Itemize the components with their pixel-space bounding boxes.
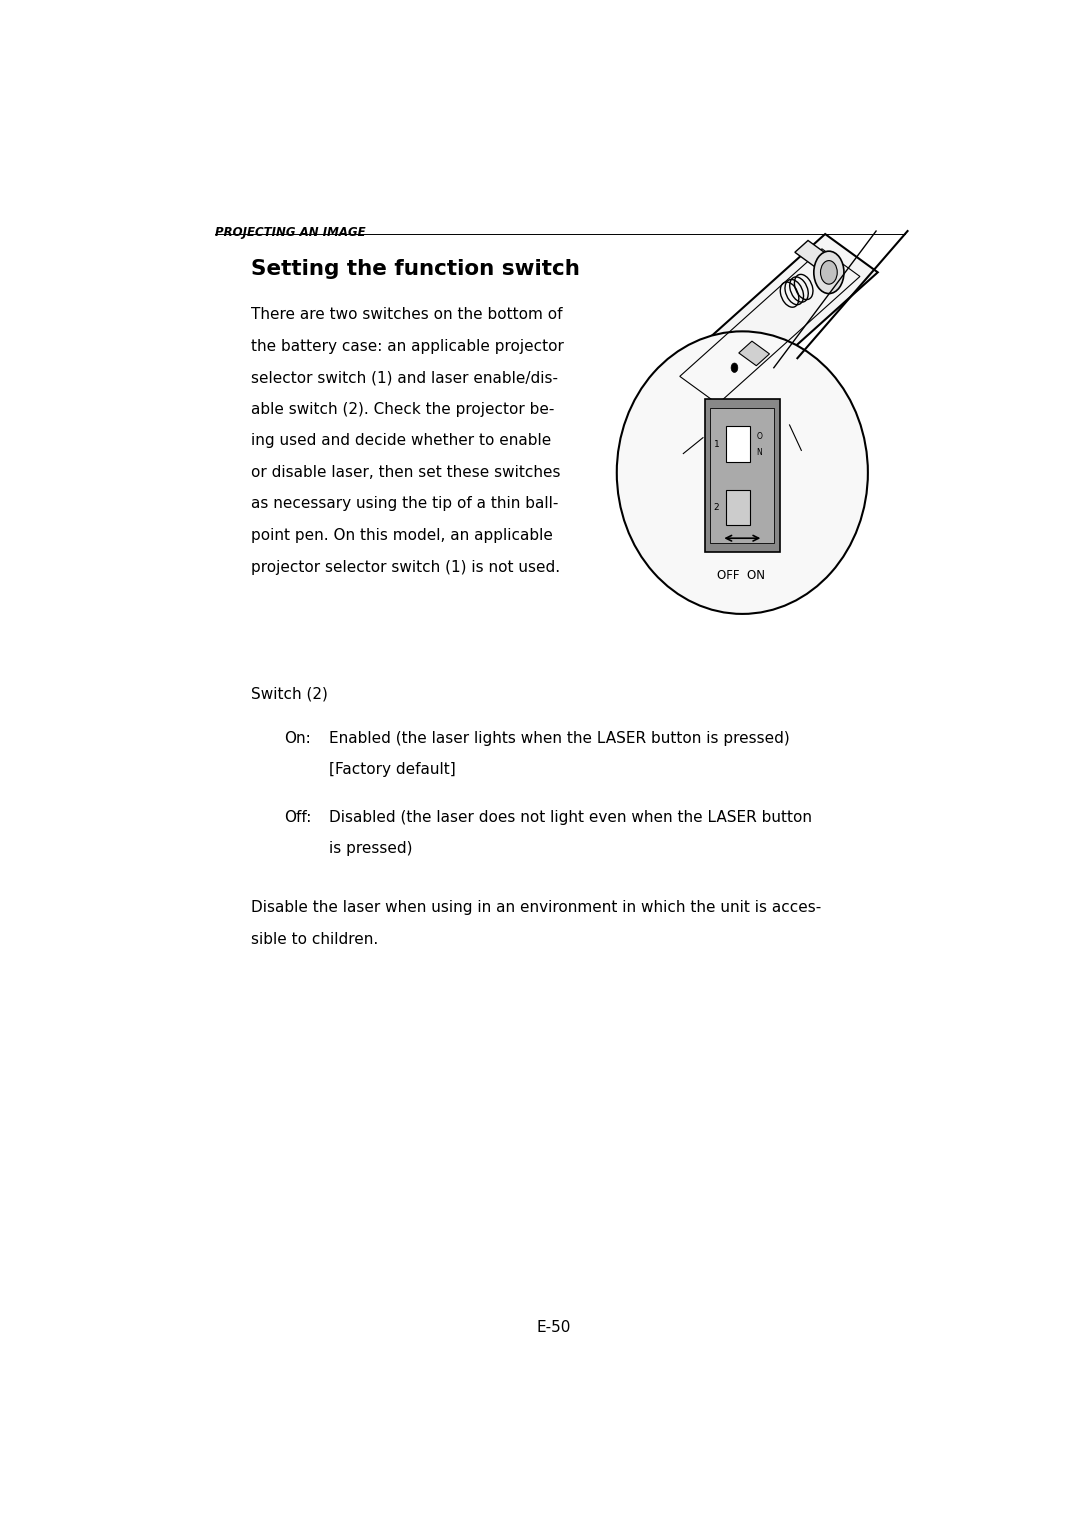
Text: PROJECTING AN IMAGE: PROJECTING AN IMAGE (215, 226, 365, 239)
Text: 1: 1 (714, 439, 719, 448)
Text: Enabled (the laser lights when the LASER button is pressed): Enabled (the laser lights when the LASER… (329, 731, 789, 746)
Text: OFF  ON: OFF ON (717, 569, 766, 583)
Text: or disable laser, then set these switches: or disable laser, then set these switche… (251, 465, 561, 480)
Ellipse shape (617, 332, 868, 615)
Text: Switch (2): Switch (2) (251, 687, 327, 702)
FancyBboxPatch shape (711, 408, 774, 543)
Text: N: N (757, 448, 762, 457)
Circle shape (821, 260, 837, 284)
Text: ing used and decide whether to enable: ing used and decide whether to enable (251, 433, 551, 448)
Text: sible to children.: sible to children. (251, 931, 378, 946)
Text: There are two switches on the bottom of: There are two switches on the bottom of (251, 307, 562, 323)
Circle shape (814, 251, 843, 294)
Text: the battery case: an applicable projector: the battery case: an applicable projecto… (251, 338, 564, 353)
Text: is pressed): is pressed) (329, 841, 413, 856)
Text: selector switch (1) and laser enable/dis-: selector switch (1) and laser enable/dis… (251, 370, 557, 385)
FancyBboxPatch shape (727, 489, 750, 526)
Polygon shape (739, 341, 769, 365)
Text: Disabled (the laser does not light even when the LASER button: Disabled (the laser does not light even … (329, 809, 812, 824)
FancyBboxPatch shape (704, 399, 780, 552)
Text: Off:: Off: (284, 809, 311, 824)
Text: E-50: E-50 (537, 1320, 570, 1335)
Text: On:: On: (284, 731, 311, 746)
Text: able switch (2). Check the projector be-: able switch (2). Check the projector be- (251, 402, 554, 417)
Text: [Factory default]: [Factory default] (329, 763, 456, 777)
Text: as necessary using the tip of a thin ball-: as necessary using the tip of a thin bal… (251, 497, 558, 511)
Text: Setting the function switch: Setting the function switch (251, 258, 579, 278)
Polygon shape (795, 240, 832, 269)
Text: O: O (757, 433, 762, 442)
Text: point pen. On this model, an applicable: point pen. On this model, an applicable (251, 528, 552, 543)
Text: Disable the laser when using in an environment in which the unit is acces-: Disable the laser when using in an envir… (251, 901, 821, 914)
Text: projector selector switch (1) is not used.: projector selector switch (1) is not use… (251, 560, 559, 575)
Polygon shape (662, 234, 878, 419)
Circle shape (731, 362, 738, 373)
FancyBboxPatch shape (727, 427, 750, 462)
Text: 2: 2 (714, 503, 719, 512)
